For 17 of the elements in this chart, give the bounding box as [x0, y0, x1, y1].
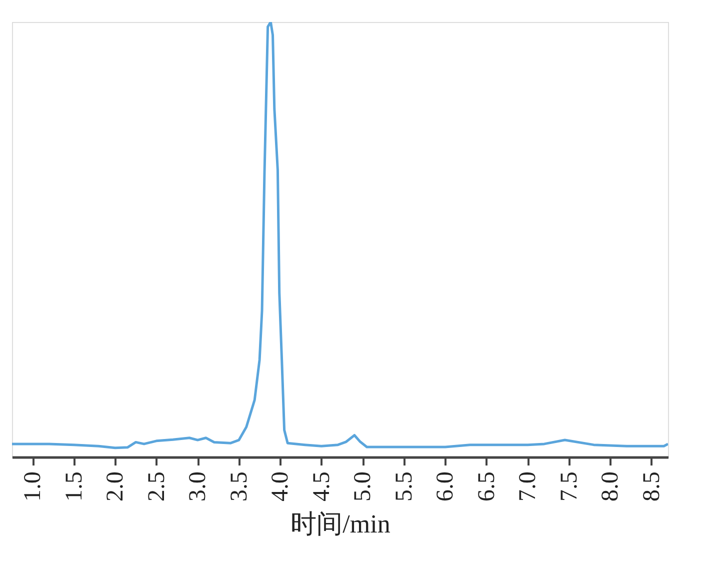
x-tick-label: 1.0	[20, 472, 46, 502]
x-tick-label: 5.0	[350, 472, 376, 502]
x-tick-label: 5.5	[391, 472, 418, 502]
x-tick-label: 2.0	[102, 472, 129, 502]
x-tick-label: 8.0	[598, 472, 624, 502]
x-tick-label: 7.0	[515, 472, 542, 502]
x-tick-label: 6.0	[432, 472, 459, 502]
x-tick-label: 1.5	[61, 472, 88, 502]
x-tick-label: 3.0	[185, 472, 212, 502]
x-tick-label: 8.5	[638, 472, 665, 502]
x-tick-label: 4.5	[308, 472, 335, 502]
x-axis-title: 时间/min	[290, 510, 390, 538]
x-tick-label: 7.5	[556, 472, 582, 502]
x-tick-label: 6.5	[474, 472, 500, 502]
x-tick-label: 4.0	[268, 472, 294, 502]
x-tick-label: 3.5	[226, 472, 252, 502]
x-tick-label: 2.5	[144, 472, 170, 502]
